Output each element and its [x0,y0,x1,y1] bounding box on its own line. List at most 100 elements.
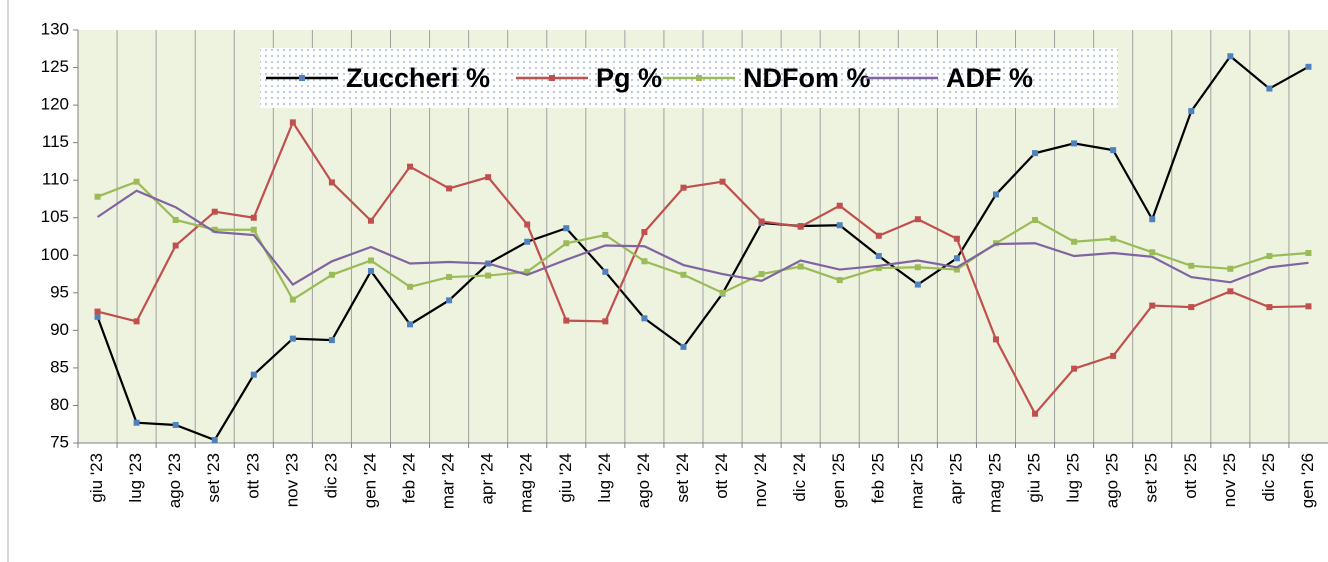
marker [407,163,414,170]
marker [407,321,414,328]
marker [211,226,218,233]
marker [1227,53,1234,60]
legend-marker [299,75,305,81]
marker [250,214,257,221]
marker [446,297,453,304]
marker [172,216,179,223]
marker [1305,63,1312,70]
x-tick-label: lug '23 [126,453,145,503]
marker [563,225,570,232]
marker [1305,250,1312,257]
legend-marker [549,75,555,81]
series-line [97,180,1309,302]
marker [211,436,218,443]
marker [953,266,960,273]
x-tick-label: dic '24 [790,453,809,502]
marker [914,281,921,288]
marker [1149,216,1156,223]
marker [289,119,296,126]
x-tick-label: ago '25 [1103,453,1122,508]
x-tick-label: apr '25 [946,453,965,504]
x-tick-label: dic 23 [321,453,340,498]
marker [1188,108,1195,115]
marker [836,222,843,229]
marker [992,191,999,198]
marker [875,253,882,260]
marker [1188,304,1195,311]
x-tick-label: apr '24 [478,453,497,504]
marker [289,335,296,342]
marker [407,283,414,290]
x-tick-label: lug '24 [595,453,614,503]
marker [1188,262,1195,269]
series-line [96,189,1309,286]
legend-label: NDFom % [743,63,871,93]
x-tick-label: nov '24 [751,453,770,507]
y-tick-label: 110 [42,170,69,189]
x-tick-label: giu '23 [87,453,106,503]
y-tick-label: 105 [41,207,69,226]
marker [719,289,726,296]
x-tick-label: gen '26 [1298,453,1317,508]
marker [914,264,921,271]
marker [719,178,726,185]
y-tick-label: 80 [50,395,69,414]
x-tick-label: mar '24 [439,453,458,509]
x-tick-label: lug '25 [1064,453,1083,503]
x-tick-label: feb '25 [868,453,887,504]
marker [367,217,374,224]
x-tick-label: ago '24 [634,453,653,508]
marker [328,179,335,186]
marker [172,421,179,428]
y-tick-label: 120 [41,95,69,114]
marker [680,184,687,191]
marker [446,185,453,192]
marker [133,178,140,185]
marker [524,238,531,245]
series-line [97,120,1309,416]
marker [1071,365,1078,372]
marker [875,265,882,272]
marker [328,271,335,278]
marker [875,232,882,239]
marker [485,272,492,279]
marker [992,336,999,343]
marker [1305,303,1312,310]
marker [328,337,335,344]
x-tick-label: ago '23 [165,453,184,508]
marker [172,242,179,249]
marker [94,308,101,315]
marker [836,277,843,284]
marker [641,258,648,265]
marker [602,268,609,275]
marker [1032,410,1039,417]
marker [797,223,804,230]
x-tick-label: mag '24 [517,453,536,513]
marker [1071,140,1078,147]
marker [1149,302,1156,309]
marker [836,202,843,209]
y-tick-label: 90 [50,320,69,339]
marker [563,240,570,247]
marker [953,255,960,262]
series-line [96,54,1310,442]
x-tick-label: set '25 [1142,453,1161,503]
y-tick-label: 75 [50,432,69,451]
marker [1227,265,1234,272]
marker [133,419,140,426]
x-tick-label: nov '25 [1220,453,1239,507]
x-tick-label: ott '24 [712,453,731,499]
x-tick-label: giu '24 [556,453,575,503]
legend-label: Zuccheri % [346,63,490,93]
marker [1110,352,1117,359]
x-tick-label: mag '25 [985,453,1004,513]
marker [797,263,804,270]
marker [1266,304,1273,311]
x-tick-label: dic '25 [1259,453,1278,502]
marker [914,216,921,223]
x-tick-label: ott '23 [243,453,262,499]
marker [1110,147,1117,154]
marker [1266,253,1273,260]
marker [953,235,960,242]
